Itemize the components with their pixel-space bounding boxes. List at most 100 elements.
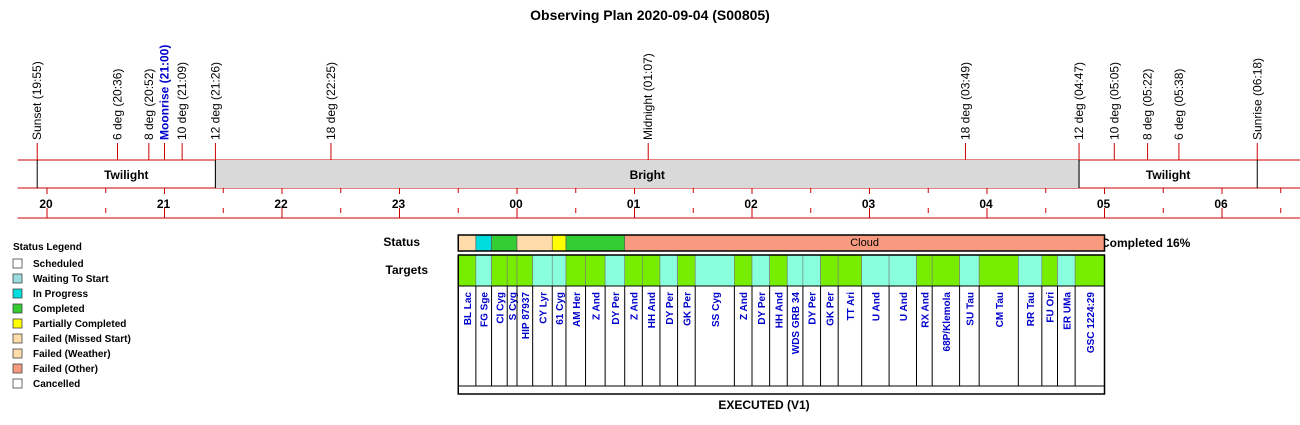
target-block (516, 254, 533, 287)
hour-tick-label: 03 (862, 197, 876, 211)
hour-tick-label: 22 (274, 197, 288, 211)
event-markers: Sunset (19:55) 6 deg (20:36) 8 deg (20:52)… (30, 45, 1264, 160)
target-name: S Cyg (508, 292, 519, 320)
target-block (931, 254, 960, 287)
event-label: 18 deg (22:25) (324, 62, 338, 140)
period-shade (215, 160, 1080, 188)
legend-swatch (12, 333, 23, 344)
target-name: RR Tau (1026, 292, 1037, 326)
legend-label: Failed (Other) (33, 364, 98, 375)
target-block (959, 254, 980, 287)
target-block (751, 254, 770, 287)
event-label: 12 deg (04:47) (1072, 62, 1086, 140)
target-block (1074, 254, 1105, 287)
target-name: DY Per (808, 292, 819, 325)
status-segment (457, 234, 477, 252)
legend-label: Scheduled (33, 259, 84, 270)
status-row-label: Status (383, 235, 420, 249)
target-name: CY Lyr (538, 292, 549, 324)
target-name: CM Tau (995, 292, 1006, 327)
status-segment-label: Cloud (850, 237, 879, 249)
target-block (624, 254, 643, 287)
hour-tick-label: 02 (744, 197, 758, 211)
target-name: DY Per (611, 292, 622, 325)
target-block (457, 254, 477, 287)
executed-footer: EXECUTED (V1) (718, 398, 809, 412)
time-axis: 20 21 22 23 00 01 02 03 04 05 06 (17, 188, 1300, 219)
target-block (475, 254, 492, 287)
status-row: Status Completed 16% Cloud (383, 234, 1191, 252)
target-block (786, 254, 804, 287)
completed-percent: Completed 16% (1101, 236, 1191, 250)
target-name: BL Lac (463, 292, 474, 326)
legend-swatch (12, 303, 23, 314)
event-label: 6 deg (05:38) (1172, 69, 1186, 140)
target-name: Z And (739, 292, 750, 320)
target-name: DY Per (757, 292, 768, 325)
target-block (1057, 254, 1076, 287)
target-name: U And (871, 292, 882, 321)
target-name: HIP 87937 (521, 292, 532, 340)
target-block (820, 254, 839, 287)
target-block (677, 254, 696, 287)
legend-label: In Progress (33, 289, 88, 300)
status-legend: Status Legend Scheduled Waiting To Start I… (12, 242, 131, 390)
event-label: 8 deg (05:22) (1141, 69, 1155, 140)
hour-tick-label: 06 (1214, 197, 1228, 211)
target-name: 68P/Klemola (942, 292, 953, 352)
target-name: WDS GRB 34 (791, 292, 802, 355)
period-bar: Twilight Bright Twilight (17, 159, 1300, 189)
legend-label: Cancelled (33, 379, 80, 390)
event-label: 12 deg (21:26) (208, 62, 222, 140)
legend-swatch (12, 363, 23, 374)
target-name: SU Tau (965, 292, 976, 326)
legend-swatch (12, 258, 23, 269)
target-name: GK Per (682, 292, 693, 326)
event-label: 10 deg (05:05) (1107, 62, 1121, 140)
hour-tick-label: 21 (157, 197, 171, 211)
legend-swatch (12, 378, 23, 389)
target-block (491, 254, 508, 287)
target-name: SS Cyg (711, 292, 722, 327)
legend-swatch (12, 288, 23, 299)
event-label: Midnight (01:07) (641, 53, 655, 140)
target-name: GK Per (825, 292, 836, 326)
event-label: 8 deg (20:52) (142, 69, 156, 140)
target-block (978, 254, 1019, 287)
target-block (551, 254, 567, 287)
target-name: AM Her (572, 292, 583, 327)
target-block (861, 254, 890, 287)
target-block (506, 254, 518, 287)
target-name: CI Cyg (495, 292, 506, 324)
target-name: FU Ori (1046, 292, 1057, 323)
period-label: Bright (630, 168, 665, 182)
event-label: 6 deg (20:36) (111, 69, 125, 140)
target-block (1018, 254, 1043, 287)
legend-label: Waiting To Start (33, 274, 109, 285)
status-row-frame (457, 234, 1106, 252)
event-label: 18 deg (03:49) (958, 62, 972, 140)
hour-tick-label: 23 (392, 197, 406, 211)
target-block (585, 254, 606, 287)
hour-tick-label: 01 (627, 197, 641, 211)
legend-swatch (12, 273, 23, 284)
legend-label: Partially Completed (33, 319, 126, 330)
target-block (694, 254, 735, 287)
legend-label: Completed (33, 304, 85, 315)
targets-row-label: Targets (386, 263, 429, 277)
target-block (769, 254, 788, 287)
target-name: HH And (774, 292, 785, 328)
target-name: DY Per (665, 292, 676, 325)
target-block (659, 254, 678, 287)
target-block (734, 254, 753, 287)
target-block (888, 254, 917, 287)
target-name: Z And (591, 292, 602, 320)
status-segment (565, 234, 626, 252)
period-label: Twilight (1146, 168, 1190, 182)
target-name: U And (899, 292, 910, 321)
hour-tick-label: 00 (509, 197, 523, 211)
status-segment (551, 234, 567, 252)
event-label: Moonrise (21:00) (158, 45, 172, 140)
hour-tick-label: 05 (1097, 197, 1111, 211)
